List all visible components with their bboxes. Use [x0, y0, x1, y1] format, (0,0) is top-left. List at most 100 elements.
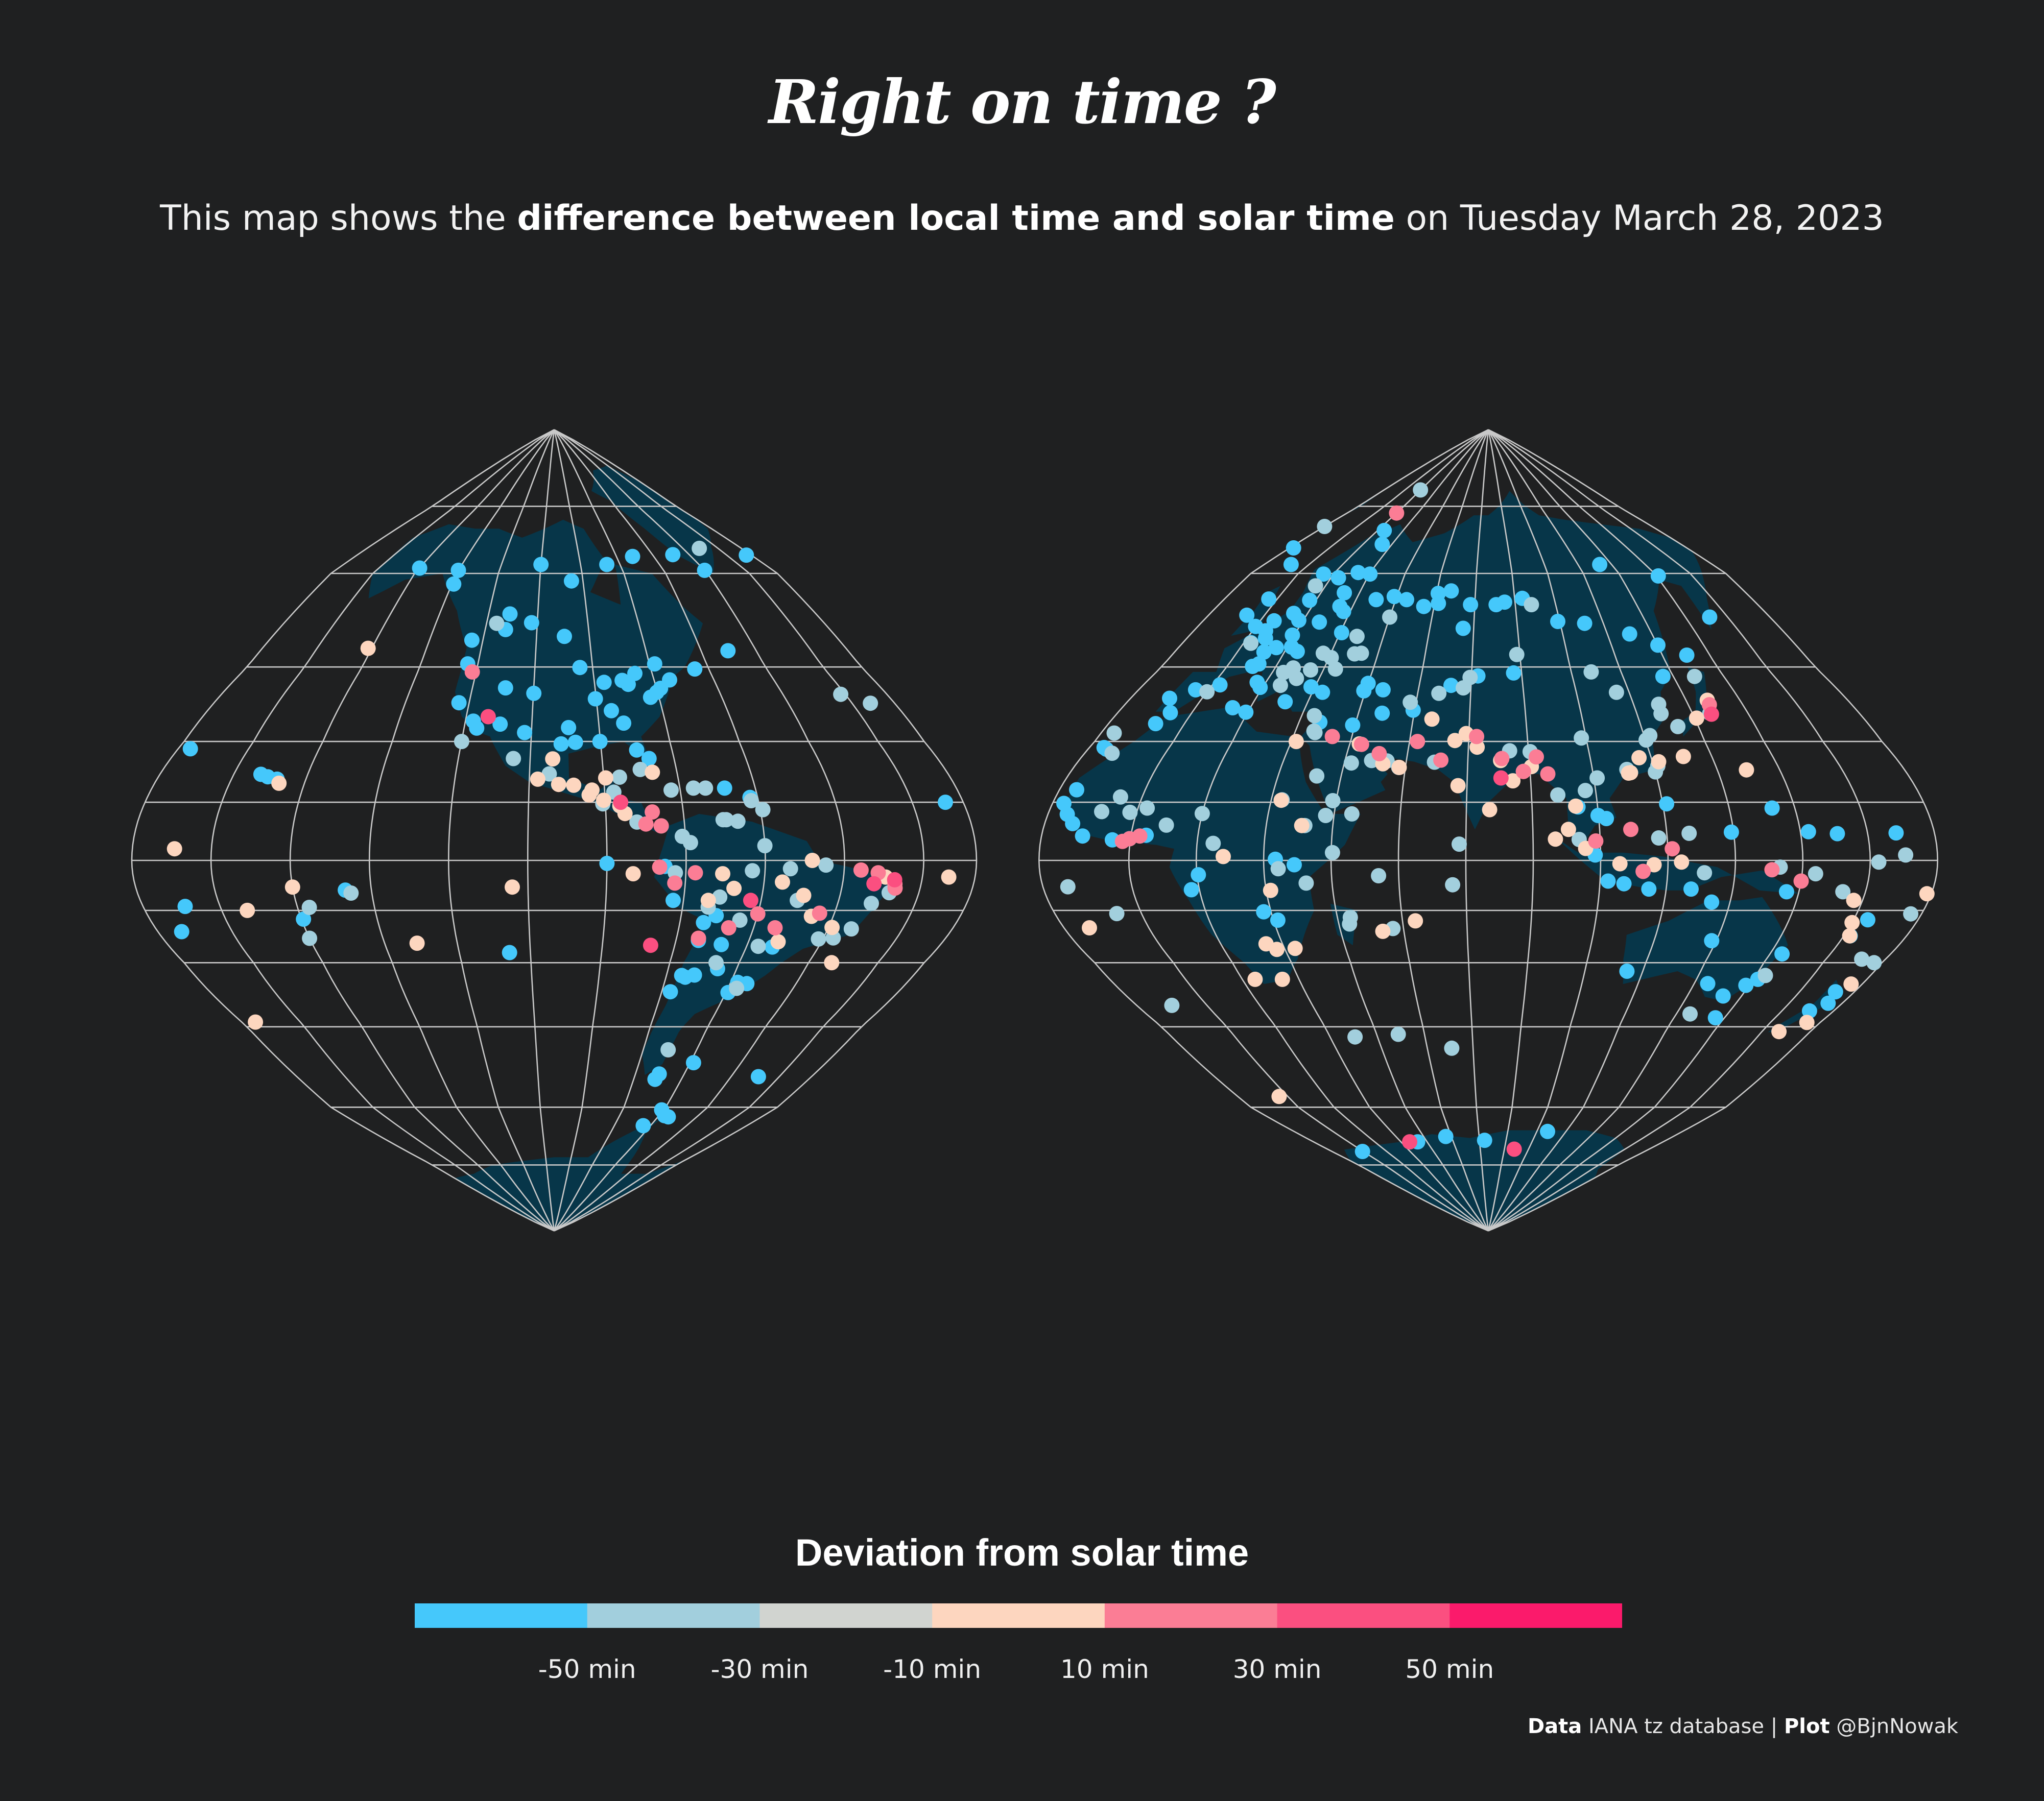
- city-marker: [1238, 704, 1254, 720]
- city-marker: [1094, 804, 1109, 820]
- graticule: [131, 429, 1939, 1232]
- city-marker: [1187, 682, 1203, 698]
- caption-data-label: Data: [1527, 1715, 1582, 1738]
- city-marker: [1757, 968, 1773, 983]
- city-marker: [645, 804, 660, 820]
- city-marker: [687, 661, 703, 677]
- city-marker: [1860, 912, 1875, 928]
- city-marker: [248, 1014, 264, 1030]
- land-north-america-left: [368, 519, 703, 833]
- city-marker: [1375, 682, 1391, 698]
- city-marker: [541, 766, 557, 782]
- land-africa-left: [897, 707, 977, 984]
- city-marker: [1389, 505, 1405, 521]
- city-marker: [653, 818, 669, 834]
- city-marker: [1122, 831, 1137, 847]
- city-marker: [1325, 793, 1341, 808]
- city-marker: [1306, 723, 1322, 739]
- legend-tick-label: -10 min: [883, 1654, 982, 1684]
- city-marker: [1793, 873, 1809, 889]
- city-marker: [566, 777, 582, 793]
- city-marker: [770, 934, 786, 950]
- city-marker: [1681, 825, 1697, 841]
- city-marker: [757, 838, 773, 854]
- city-marker: [666, 893, 681, 908]
- legend-tick-label: 50 min: [1405, 1654, 1494, 1684]
- city-marker: [1846, 893, 1862, 908]
- legend-color-bar: [415, 1603, 1622, 1628]
- city-marker: [517, 725, 533, 740]
- city-marker: [1315, 684, 1330, 700]
- city-marker: [1413, 482, 1429, 498]
- city-marker: [1205, 835, 1221, 851]
- land-layer: [368, 465, 1842, 1231]
- city-marker: [1371, 746, 1387, 761]
- city-marker: [611, 770, 627, 785]
- city-marker: [1273, 793, 1289, 808]
- city-marker: [1287, 857, 1302, 873]
- city-marker: [1374, 705, 1390, 721]
- city-marker: [599, 557, 615, 572]
- city-marker: [1402, 1134, 1417, 1150]
- city-marker: [1323, 650, 1339, 665]
- city-marker: [1738, 977, 1754, 993]
- city-marker: [1431, 685, 1447, 701]
- city-marker: [557, 629, 572, 644]
- city-marker: [502, 606, 518, 622]
- city-marker: [1608, 684, 1624, 700]
- city-marker: [1298, 875, 1314, 891]
- city-marker: [1270, 912, 1286, 928]
- city-marker: [271, 775, 287, 791]
- city-marker: [643, 938, 658, 953]
- city-marker: [1256, 904, 1272, 920]
- city-marker: [843, 921, 859, 937]
- city-marker: [1651, 830, 1667, 846]
- city-marker: [1324, 729, 1340, 745]
- legend-title: Deviation from solar time: [795, 1531, 1249, 1574]
- city-marker: [1243, 635, 1258, 651]
- city-marker: [1330, 570, 1346, 586]
- city-marker: [1316, 566, 1332, 582]
- city-marker: [1723, 824, 1739, 840]
- city-marker: [1835, 884, 1851, 900]
- city-marker: [1286, 540, 1301, 556]
- city-marker: [1622, 626, 1637, 642]
- city-marker: [692, 540, 707, 556]
- city-marker: [502, 945, 517, 960]
- city-marker: [1655, 668, 1671, 684]
- city-marker: [1336, 604, 1351, 619]
- city-marker: [598, 770, 613, 786]
- city-marker: [1550, 614, 1565, 629]
- city-marker: [1686, 668, 1702, 684]
- city-marker: [412, 560, 427, 576]
- city-marker: [715, 866, 730, 882]
- city-marker: [360, 640, 376, 656]
- city-marker: [1631, 750, 1647, 765]
- city-marker: [1104, 746, 1120, 761]
- city-marker: [696, 915, 711, 930]
- city-marker: [1739, 762, 1754, 778]
- city-marker: [599, 855, 615, 871]
- city-marker: [1353, 736, 1369, 752]
- city-marker: [1075, 828, 1090, 844]
- city-marker: [1438, 1128, 1454, 1144]
- city-marker: [1505, 773, 1521, 789]
- city-marker: [667, 875, 683, 891]
- city-marker: [674, 828, 690, 844]
- city-marker: [824, 955, 840, 971]
- land-europe-asia-right: [1155, 491, 1712, 857]
- city-marker: [729, 980, 745, 996]
- legend-swatch: [1277, 1603, 1450, 1628]
- city-marker: [1399, 592, 1414, 608]
- city-marker: [1506, 1141, 1522, 1157]
- city-marker: [454, 734, 469, 750]
- city-marker: [451, 695, 467, 711]
- city-marker: [691, 930, 706, 946]
- city-marker: [1324, 845, 1340, 860]
- city-marker: [1306, 708, 1322, 724]
- city-marker: [743, 893, 758, 908]
- city-marker: [1271, 1089, 1287, 1104]
- city-marker: [1374, 537, 1390, 552]
- city-marker: [796, 887, 812, 903]
- city-marker: [1416, 598, 1432, 614]
